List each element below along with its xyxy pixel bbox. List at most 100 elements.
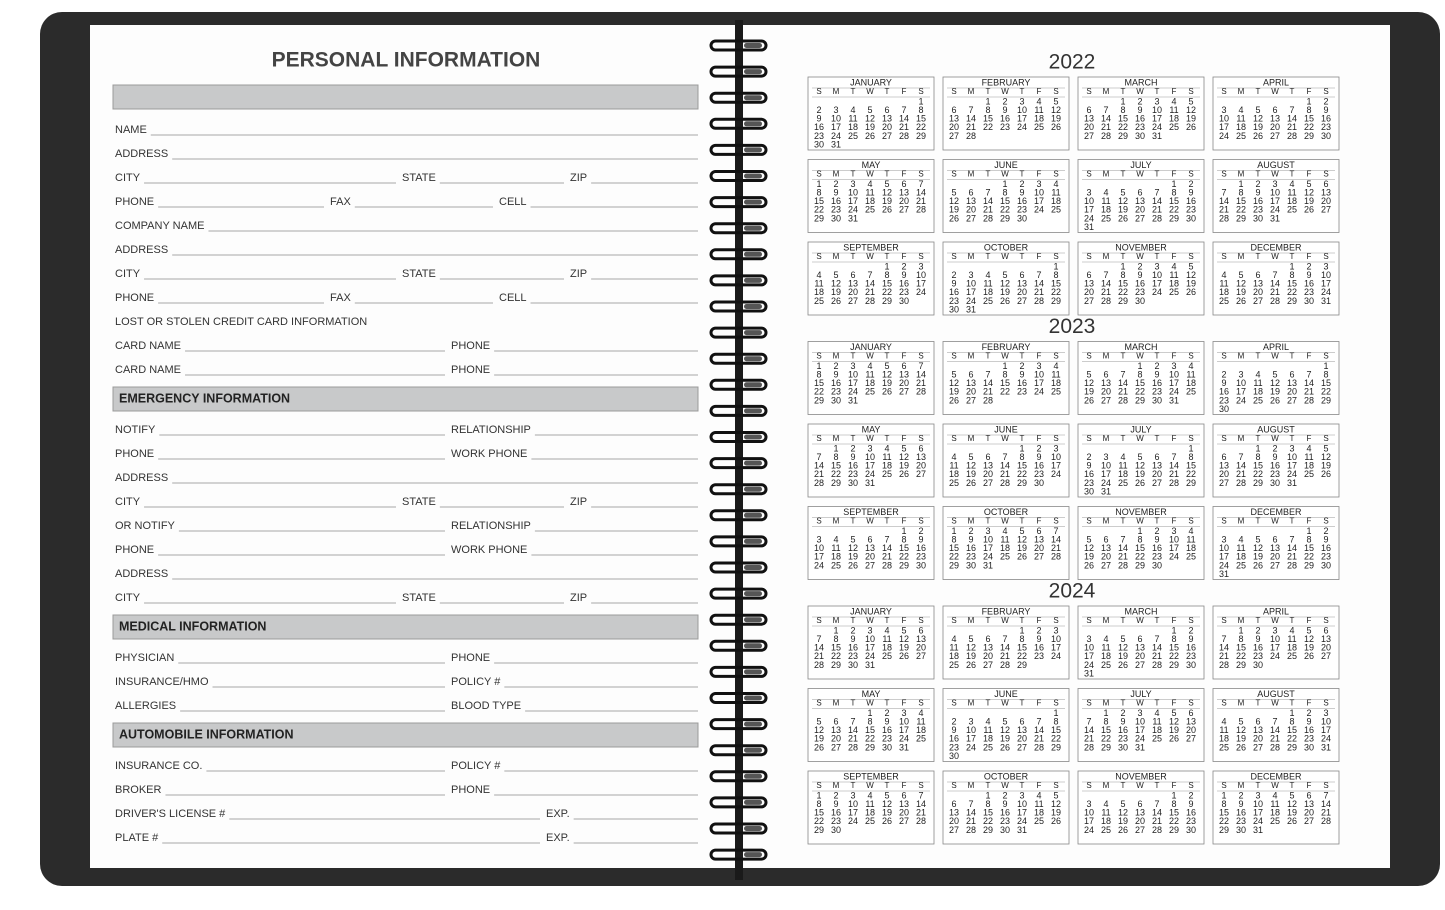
day-number: 24 <box>848 205 858 215</box>
day-number: 27 <box>899 205 909 215</box>
day-number: 14 <box>882 543 892 553</box>
day-number: 3 <box>1171 361 1176 371</box>
day-number: 20 <box>1287 387 1297 397</box>
month-box <box>1212 241 1340 316</box>
weekday-label: S <box>918 781 923 790</box>
day-number: 30 <box>1304 742 1314 752</box>
day-number: 29 <box>949 560 959 570</box>
day-number: 30 <box>831 213 841 223</box>
day-number: 21 <box>882 552 892 562</box>
day-number: 8 <box>901 534 906 544</box>
day-number: 22 <box>814 387 824 397</box>
day-number: 11 <box>1287 634 1296 644</box>
day-number: 6 <box>1188 708 1193 718</box>
day-number: 28 <box>1051 552 1061 562</box>
spiral-coil <box>709 170 768 182</box>
day-number: 22 <box>1051 287 1061 297</box>
field-label: NOTIFY <box>115 424 156 436</box>
day-number: 26 <box>1253 131 1263 141</box>
day-number: 2 <box>1188 625 1193 635</box>
weekday-label: F <box>1307 87 1312 96</box>
day-number: 20 <box>882 122 892 132</box>
day-number: 2 <box>951 716 956 726</box>
day-number: 7 <box>1221 187 1226 197</box>
day-number: 14 <box>1152 808 1162 818</box>
spiral-coil-hole <box>744 277 762 283</box>
day-number: 13 <box>1270 114 1280 124</box>
month-box <box>1077 770 1205 845</box>
weekday-label: S <box>1221 781 1226 790</box>
day-number: 5 <box>1019 526 1024 536</box>
day-number: 3 <box>816 534 821 544</box>
day-number: 17 <box>1034 378 1044 388</box>
day-number: 20 <box>1186 725 1196 735</box>
day-number: 27 <box>983 478 993 488</box>
month-name: MAY <box>862 160 881 170</box>
day-number: 22 <box>1186 469 1196 479</box>
day-number: 16 <box>1270 461 1280 471</box>
day-number: 23 <box>831 816 841 826</box>
day-number: 16 <box>1034 461 1044 471</box>
day-number: 26 <box>1051 816 1061 826</box>
weekday-label: M <box>1103 434 1110 443</box>
weekday-label: M <box>1103 699 1110 708</box>
day-number: 9 <box>850 634 855 644</box>
day-number: 13 <box>1034 534 1044 544</box>
day-number: 23 <box>949 296 959 306</box>
day-number: 14 <box>865 279 875 289</box>
weekday-label: W <box>1001 699 1009 708</box>
day-number: 26 <box>1000 296 1010 306</box>
day-number: 30 <box>1152 395 1162 405</box>
day-number: 29 <box>1101 742 1111 752</box>
day-number: 18 <box>1034 114 1044 124</box>
month-box <box>1212 423 1340 498</box>
spiral-coil-hole <box>744 617 762 623</box>
day-number: 12 <box>831 279 841 289</box>
day-number: 18 <box>916 725 926 735</box>
day-number: 25 <box>949 478 959 488</box>
month-box <box>1077 423 1205 498</box>
day-number: 29 <box>1321 395 1331 405</box>
day-number: 30 <box>1034 478 1044 488</box>
day-number: 15 <box>1135 378 1145 388</box>
weekday-label: S <box>1221 699 1226 708</box>
day-number: 21 <box>983 205 993 215</box>
day-number: 23 <box>1135 122 1145 132</box>
day-number: 24 <box>966 742 976 752</box>
day-number: 10 <box>966 279 976 289</box>
day-number: 11 <box>882 452 891 462</box>
day-number: 25 <box>1101 825 1111 835</box>
day-number: 14 <box>1152 643 1162 653</box>
day-number: 9 <box>833 799 838 809</box>
day-number: 17 <box>1219 122 1229 132</box>
day-number: 14 <box>1101 114 1111 124</box>
day-number: 29 <box>831 660 841 670</box>
day-number: 16 <box>1152 543 1162 553</box>
weekday-label: F <box>1037 170 1042 179</box>
month-name: SEPTEMBER <box>843 507 899 517</box>
day-number: 15 <box>899 543 909 553</box>
field-label: ADDRESS <box>115 148 168 160</box>
day-number: 30 <box>831 825 841 835</box>
field-label: PHONE <box>451 652 490 664</box>
weekday-label: T <box>986 517 991 526</box>
weekday-label: F <box>902 616 907 625</box>
day-number: 28 <box>1101 131 1111 141</box>
day-number: 6 <box>1086 270 1091 280</box>
weekday-label: T <box>1121 434 1126 443</box>
field-label: STATE <box>402 268 436 280</box>
day-number: 13 <box>983 461 993 471</box>
day-number: 5 <box>1053 790 1058 800</box>
weekday-label: T <box>1155 616 1160 625</box>
weekday-label: W <box>1271 616 1279 625</box>
day-number: 1 <box>1019 625 1024 635</box>
field-label: PHYSICIAN <box>115 652 174 664</box>
day-number: 2 <box>1238 790 1243 800</box>
day-number: 11 <box>1219 725 1228 735</box>
day-number: 16 <box>1219 387 1229 397</box>
day-number: 2 <box>1221 369 1226 379</box>
day-number: 18 <box>983 734 993 744</box>
weekday-label: T <box>986 170 991 179</box>
weekday-label: T <box>885 699 890 708</box>
day-number: 28 <box>1000 660 1010 670</box>
